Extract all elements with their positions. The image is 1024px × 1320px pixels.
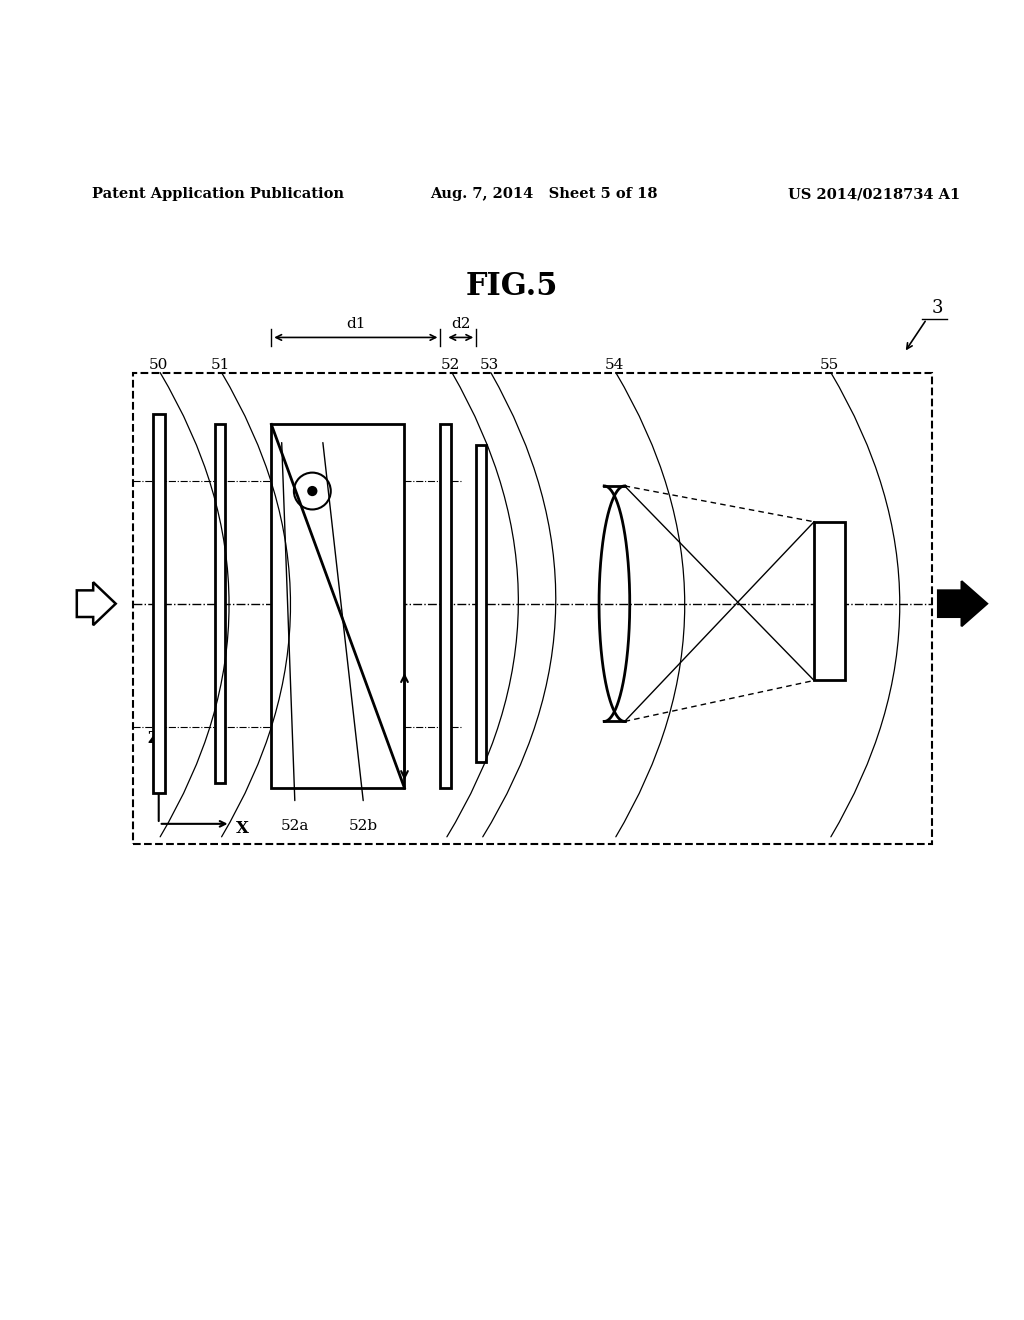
- Text: 50: 50: [150, 358, 168, 372]
- Text: FIG.5: FIG.5: [466, 271, 558, 302]
- Text: 54: 54: [605, 358, 624, 372]
- Text: Patent Application Publication: Patent Application Publication: [92, 187, 344, 201]
- Text: Z: Z: [147, 730, 160, 747]
- Bar: [271, 425, 404, 788]
- Text: US 2014/0218734 A1: US 2014/0218734 A1: [788, 187, 961, 201]
- Bar: [153, 414, 165, 793]
- Text: 52b: 52b: [349, 818, 378, 833]
- Text: 52a: 52a: [281, 818, 309, 833]
- Circle shape: [307, 486, 317, 496]
- Bar: [476, 445, 486, 763]
- Text: 53: 53: [480, 358, 499, 372]
- Text: X: X: [236, 821, 249, 837]
- Text: d2: d2: [451, 317, 471, 331]
- Bar: [215, 425, 225, 783]
- Bar: [814, 521, 845, 681]
- Text: 51: 51: [211, 358, 229, 372]
- Text: d1: d1: [346, 317, 366, 331]
- Text: 52: 52: [441, 358, 460, 372]
- Text: 3: 3: [931, 298, 943, 317]
- Text: Aug. 7, 2014   Sheet 5 of 18: Aug. 7, 2014 Sheet 5 of 18: [430, 187, 657, 201]
- FancyArrow shape: [938, 581, 987, 626]
- Bar: [440, 425, 451, 788]
- Text: 55: 55: [820, 358, 839, 372]
